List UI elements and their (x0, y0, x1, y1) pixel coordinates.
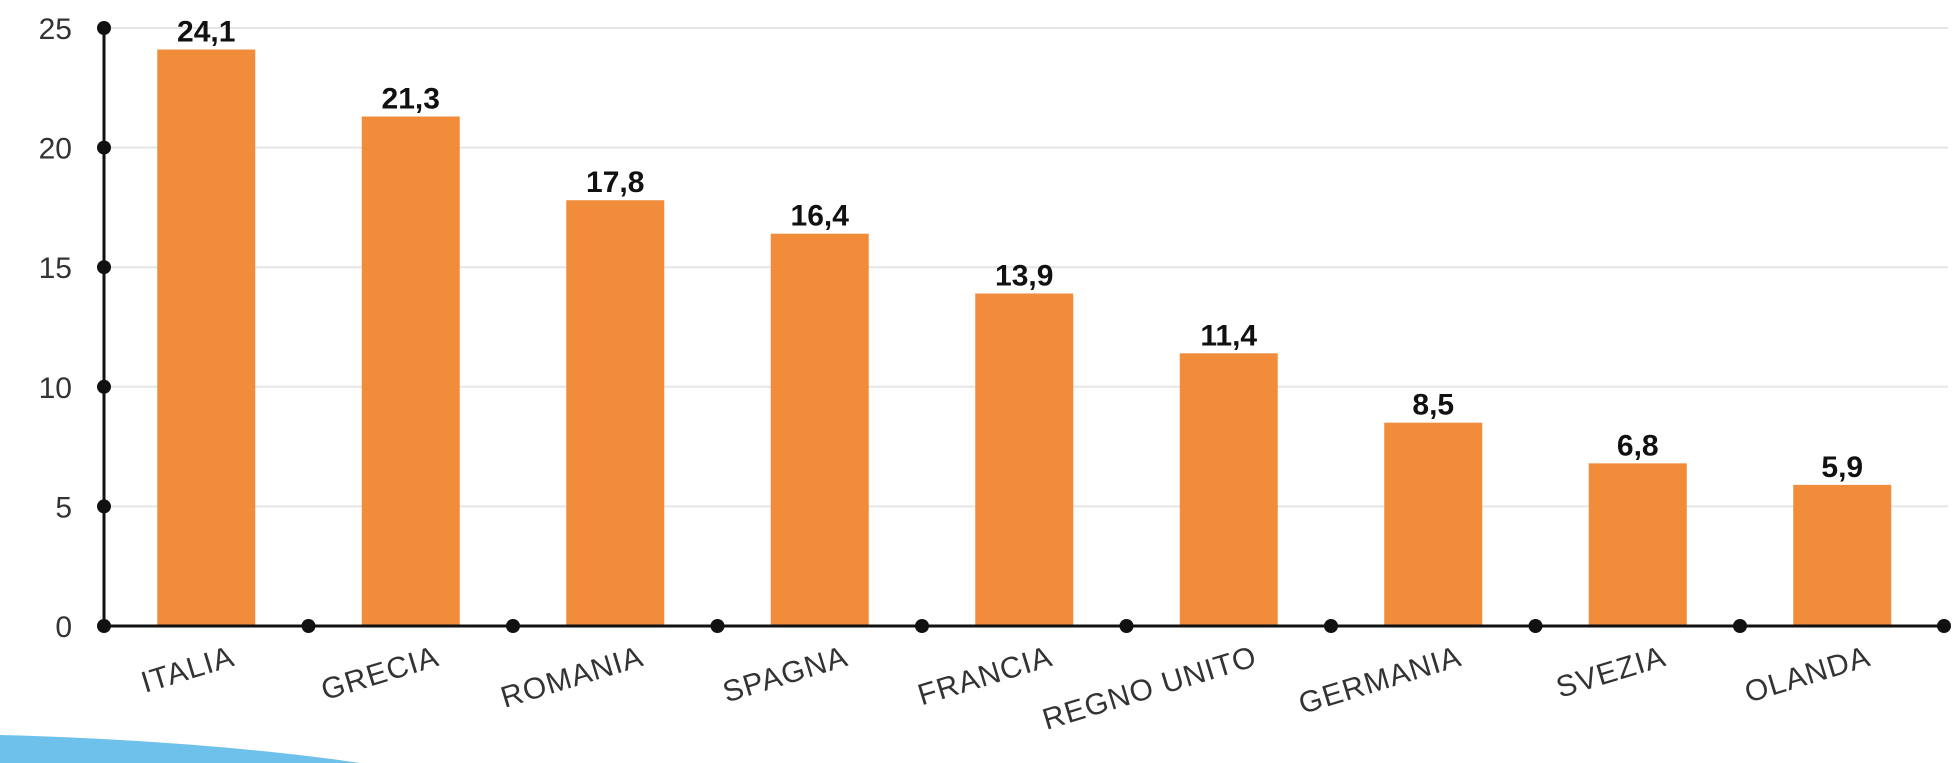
data-label: 6,8 (1617, 429, 1659, 462)
data-label: 17,8 (586, 166, 644, 199)
x-tick-dot (506, 619, 520, 633)
x-tick-dot (915, 619, 929, 633)
bar-olanda (1793, 484, 1892, 626)
x-tick-dot (710, 619, 725, 633)
x-category-label: REGNO UNITO (1039, 640, 1261, 737)
x-tick-dot (1733, 619, 1747, 633)
x-tick-dot (301, 619, 316, 633)
x-tick-dot (1528, 619, 1543, 633)
x-category-label: SPAGNA (719, 640, 852, 709)
y-tick-label: 5 (55, 491, 72, 524)
y-tick-label: 15 (39, 252, 72, 285)
y-tick-label: 0 (55, 611, 72, 644)
bar-regno-unito (1179, 353, 1278, 626)
corner-decoration (0, 735, 360, 763)
data-label: 13,9 (995, 260, 1053, 293)
bars (157, 49, 1892, 626)
data-label: 5,9 (1821, 451, 1863, 484)
bar-romania (566, 200, 665, 626)
y-tick-label: 25 (39, 13, 72, 46)
x-category-label: GRECIA (317, 640, 442, 707)
bar-italia (157, 49, 256, 626)
x-category-label: SVEZIA (1552, 640, 1669, 705)
x-category-label: ITALIA (137, 640, 238, 699)
y-tick-label: 20 (39, 133, 72, 166)
axes (97, 21, 1951, 633)
data-label: 16,4 (791, 200, 850, 233)
bar-germania (1384, 422, 1483, 626)
x-tick-dot (1324, 619, 1338, 633)
bar-francia (975, 293, 1074, 626)
bar-svezia (1588, 463, 1687, 626)
x-tick-dot (1119, 619, 1134, 633)
y-tick-label: 10 (39, 372, 72, 405)
data-label: 8,5 (1412, 389, 1454, 422)
data-label: 24,1 (177, 16, 235, 49)
x-tick-dot (1937, 619, 1951, 633)
x-category-label: FRANCIA (914, 640, 1056, 712)
data-label: 11,4 (1200, 319, 1257, 352)
data-label: 21,3 (382, 83, 440, 116)
bar-grecia (361, 116, 460, 626)
bar-spagna (770, 233, 869, 626)
x-category-label: OLANDA (1741, 640, 1874, 709)
x-category-label: ROMANIA (497, 640, 647, 715)
x-category-label: GERMANIA (1295, 640, 1465, 721)
